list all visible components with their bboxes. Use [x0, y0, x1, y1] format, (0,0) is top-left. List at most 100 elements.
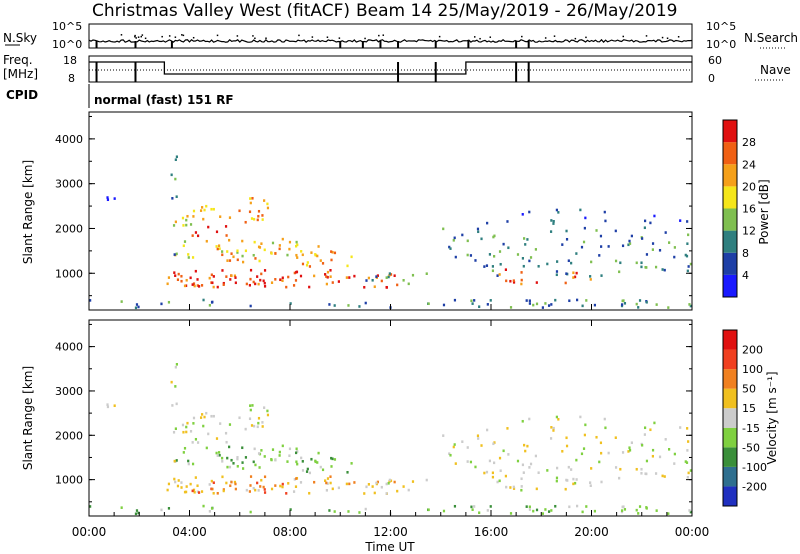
velocity-cell — [363, 492, 366, 495]
velocity-cell — [305, 470, 309, 473]
nsearch-dot — [298, 34, 300, 37]
power-cell — [306, 261, 309, 264]
power-cell — [254, 282, 257, 286]
nsearch-dot — [364, 37, 366, 40]
velocity-cell — [186, 421, 189, 425]
power-cell — [271, 241, 275, 245]
power-cell — [365, 279, 368, 282]
velocity-cell — [641, 443, 644, 447]
power-cell — [286, 253, 289, 257]
velocity-cell — [212, 491, 215, 495]
velocity-cell — [388, 478, 391, 482]
power-cell — [262, 279, 265, 283]
nsearch-dot — [326, 36, 329, 38]
power-cell — [266, 206, 270, 210]
velocity-cell — [480, 444, 483, 447]
velocity-cell — [325, 488, 328, 492]
velocity-cell — [194, 437, 198, 441]
velocity-cell — [575, 458, 578, 462]
velocity-cell — [486, 428, 489, 432]
velocity-cell — [296, 450, 299, 453]
velocity-cell — [689, 510, 692, 514]
velocity-panel: 1000 2000 3000 4000 Slant Range [km] 200 100… — [21, 319, 779, 517]
power-cell — [211, 281, 214, 285]
velocity-cell — [249, 404, 252, 407]
power-cell — [185, 223, 188, 227]
velocity-cell — [645, 507, 648, 510]
power-cell — [618, 270, 621, 274]
power-cell — [333, 304, 336, 307]
power-cell — [621, 299, 624, 303]
velocity-cell — [325, 481, 328, 485]
power-cell — [521, 213, 524, 216]
colorbar-tick-label: -15 — [742, 422, 760, 435]
power-cell — [244, 249, 248, 253]
power-cell — [575, 252, 578, 255]
velocity-cell — [496, 480, 499, 484]
power-cell — [224, 225, 228, 228]
velocity-cell — [257, 416, 261, 420]
velocity-cell — [244, 427, 247, 431]
velocity-cell — [270, 458, 273, 462]
velocity-cell — [263, 455, 266, 458]
power-cell — [180, 274, 183, 278]
power-cell — [221, 253, 224, 257]
power-cell — [593, 303, 597, 307]
power-cell — [208, 303, 211, 307]
power-cell — [295, 240, 298, 244]
velocity-cell — [301, 460, 304, 463]
velocity-cell — [598, 460, 601, 464]
velocity-cell — [466, 446, 469, 449]
y-tick-label: 4000 — [55, 341, 83, 354]
velocity-cell — [520, 477, 523, 481]
velocity-cell — [582, 447, 586, 450]
colorbar-swatch — [723, 186, 737, 209]
velocity-cell — [215, 437, 219, 440]
power-cell — [228, 259, 232, 262]
colorbar-tick-label: 20 — [742, 180, 756, 193]
power-cell — [600, 245, 603, 248]
power-cell — [191, 234, 194, 237]
power-cell — [498, 273, 501, 276]
power-cell — [263, 199, 266, 202]
velocity-cell — [453, 443, 456, 446]
power-cell — [570, 261, 573, 265]
velocity-cell — [373, 491, 376, 495]
power-cell — [627, 243, 630, 247]
velocity-cell — [556, 466, 559, 470]
power-cell — [278, 244, 281, 247]
power-cell — [185, 278, 188, 282]
velocity-cell — [189, 429, 193, 433]
power-cell — [226, 259, 229, 262]
velocity-cell — [234, 482, 237, 486]
power-cell — [346, 264, 349, 268]
velocity-cell — [173, 477, 176, 481]
velocity-cell — [301, 469, 305, 472]
velocity-cell — [654, 472, 658, 475]
velocity-cell — [523, 443, 526, 447]
power-cell — [263, 269, 267, 272]
velocity-cell — [649, 428, 652, 432]
velocity-cell — [651, 448, 655, 452]
power-cell — [590, 260, 593, 264]
power-cell — [620, 304, 624, 308]
colorbar-swatch — [723, 230, 737, 253]
power-cell — [628, 239, 631, 243]
power-cell — [547, 304, 551, 307]
power-cell — [655, 303, 658, 306]
velocity-cell — [254, 488, 257, 492]
velocity-cell — [686, 475, 689, 479]
velocity-cell — [687, 440, 690, 443]
power-cell — [371, 278, 374, 282]
power-cell — [316, 254, 319, 258]
velocity-cell — [281, 482, 284, 486]
velocity-cell — [684, 460, 687, 463]
velocity-cell — [253, 424, 256, 428]
velocity-cell — [306, 467, 309, 471]
power-cell — [253, 240, 256, 244]
power-cell — [619, 261, 622, 265]
power-cell — [325, 275, 328, 278]
power-cell — [222, 281, 225, 285]
velocity-cell — [189, 482, 192, 486]
velocity-cell — [411, 480, 415, 483]
